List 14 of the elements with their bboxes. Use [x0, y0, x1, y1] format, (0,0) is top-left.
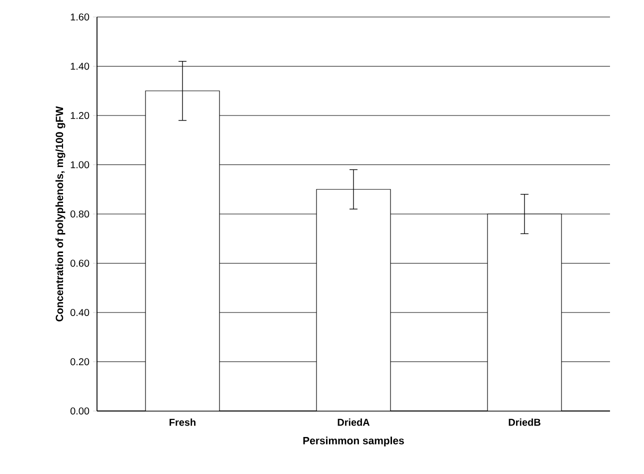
- y-tick-label: 0.40: [70, 308, 90, 316]
- y-tick-label: 1.60: [70, 13, 90, 21]
- x-tick-label: DriedB: [508, 418, 540, 426]
- x-tick-label: Fresh: [170, 418, 196, 426]
- y-tick-label: 1.00: [70, 161, 90, 168]
- y-tick-label: 1.20: [70, 112, 90, 120]
- x-axis-title: Persimmon samples: [303, 436, 404, 446]
- y-axis-title: Concentration of polyphenols, mg/100 gFW: [55, 106, 66, 322]
- y-tick-label: 0.20: [70, 358, 90, 366]
- y-tick-label: 0.60: [70, 260, 90, 267]
- y-tick-label: 0.80: [70, 210, 90, 218]
- y-tick-label: 0.00: [70, 407, 90, 415]
- y-tick-label: 1.40: [70, 62, 90, 70]
- x-tick-label: DriedA: [338, 418, 370, 426]
